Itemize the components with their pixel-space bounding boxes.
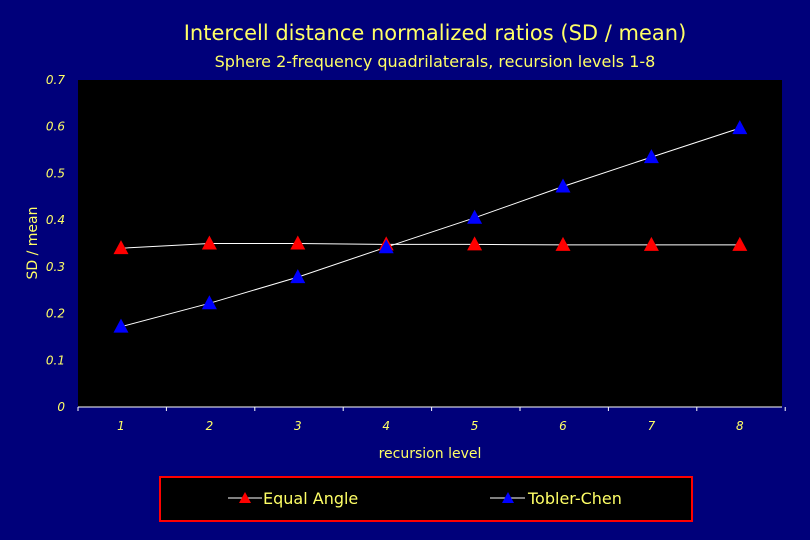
- data-point-equal-angle: [290, 235, 306, 250]
- x-axis: 1 2 3 4 5 6 7 8: [77, 406, 786, 433]
- x-tick-label: 4: [382, 419, 390, 433]
- y-tick-label: 0.4: [46, 213, 65, 227]
- data-point-equal-angle: [467, 236, 483, 251]
- data-point-equal-angle: [555, 236, 571, 251]
- data-point-equal-angle: [643, 236, 659, 251]
- series-line-tobler-chen: [120, 127, 740, 328]
- y-tick-label: 0.7: [46, 73, 65, 87]
- x-tick-label: 8: [736, 419, 744, 433]
- series-layer: [113, 120, 748, 333]
- y-axis-label: SD / mean: [25, 207, 41, 280]
- data-point-tobler-chen: [555, 178, 571, 193]
- x-tick-label: 6: [559, 419, 567, 433]
- legend-label-equal-angle: Equal Angle: [263, 489, 358, 508]
- legend-marker-equal-angle: [239, 492, 251, 503]
- data-point-equal-angle: [113, 240, 129, 255]
- plot-area: [78, 80, 782, 407]
- y-tick-label: 0.6: [46, 120, 65, 134]
- y-tick-label: 0.1: [46, 353, 65, 367]
- data-point-tobler-chen: [643, 149, 659, 164]
- x-tick-label: 3: [294, 419, 302, 433]
- data-point-equal-angle: [732, 236, 748, 251]
- x-axis-label: recursion level: [379, 446, 482, 462]
- chart-subtitle: Sphere 2-frequency quadrilaterals, recur…: [215, 52, 656, 71]
- legend-label-tobler-chen: Tobler-Chen: [527, 489, 622, 508]
- data-point-equal-angle: [201, 235, 217, 250]
- y-tick-label: 0: [57, 400, 65, 414]
- data-point-tobler-chen: [732, 120, 748, 135]
- data-point-tobler-chen: [290, 269, 306, 284]
- series-line-equal-angle: [120, 243, 740, 249]
- x-tick-label: 7: [648, 419, 656, 433]
- x-tick-label: 5: [471, 419, 479, 433]
- x-tick-label: 1: [117, 419, 125, 433]
- chart-title: Intercell distance normalized ratios (SD…: [184, 21, 687, 45]
- y-tick-label: 0.3: [46, 260, 65, 274]
- data-point-tobler-chen: [467, 209, 483, 224]
- y-axis: 0 0.1 0.2 0.3 0.4 0.5 0.6 0.7: [46, 73, 65, 414]
- data-point-tobler-chen: [201, 295, 217, 310]
- x-tick-label: 2: [206, 419, 214, 433]
- legend-marker-tobler-chen: [502, 492, 514, 503]
- data-point-tobler-chen: [113, 318, 129, 333]
- legend: Equal Angle Tobler-Chen: [159, 476, 693, 522]
- y-tick-label: 0.2: [46, 307, 65, 321]
- y-tick-label: 0.5: [46, 166, 65, 180]
- data-point-tobler-chen: [378, 239, 394, 254]
